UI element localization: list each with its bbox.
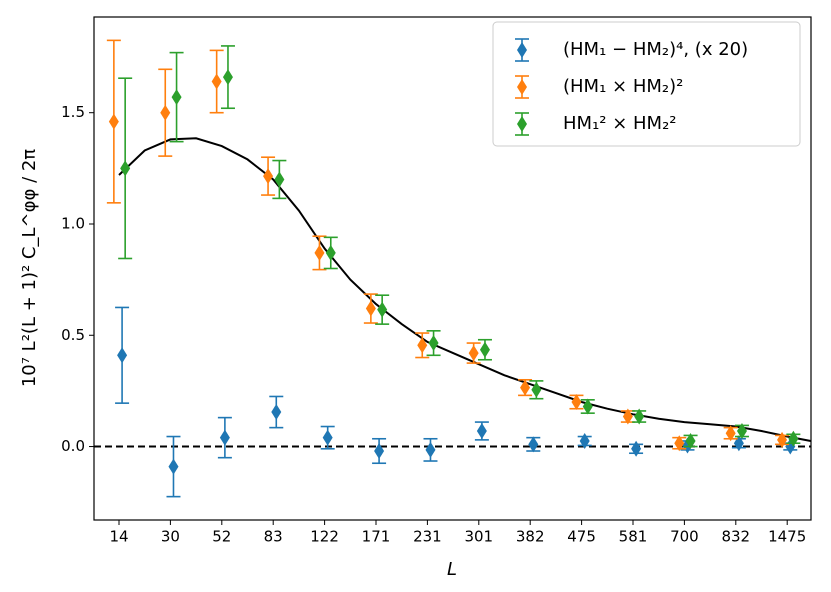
x-tick-label: 475 xyxy=(567,528,596,546)
data-point xyxy=(528,436,539,453)
data-point xyxy=(531,381,542,398)
y-tick-label: 0.5 xyxy=(61,326,85,344)
data-point xyxy=(788,430,799,447)
data-point xyxy=(117,347,128,364)
data-point xyxy=(365,300,376,317)
x-tick-label: 122 xyxy=(310,528,339,546)
x-axis-label: L xyxy=(447,559,457,580)
x-tick-label: 30 xyxy=(161,528,180,546)
data-point xyxy=(168,458,179,475)
y-tick-label: 1.5 xyxy=(61,103,85,121)
data-point xyxy=(468,345,479,362)
data-point xyxy=(579,432,590,449)
x-tick-label: 1475 xyxy=(768,528,806,546)
data-point xyxy=(322,429,333,446)
data-point xyxy=(374,443,385,460)
data-point xyxy=(571,394,582,411)
data-point xyxy=(634,408,645,425)
x-tick-label: 382 xyxy=(516,528,545,546)
data-point xyxy=(120,160,131,177)
data-point xyxy=(425,441,436,458)
data-point xyxy=(582,398,593,415)
x-tick-label: 700 xyxy=(670,528,699,546)
data-point xyxy=(263,168,274,185)
data-point xyxy=(685,432,696,449)
data-point xyxy=(476,422,487,439)
legend-label: (HM₁ × HM₂)² xyxy=(563,76,683,97)
data-point xyxy=(160,104,171,121)
data-point xyxy=(520,379,531,396)
legend-marker xyxy=(517,79,527,95)
data-point xyxy=(171,89,182,106)
y-tick-label: 0.0 xyxy=(61,437,85,455)
legend-marker xyxy=(517,42,527,58)
legend-label: (HM₁ − HM₂)⁴, (x 20) xyxy=(563,39,748,60)
data-point xyxy=(314,244,325,261)
x-tick-label: 83 xyxy=(264,528,283,546)
data-point xyxy=(736,422,747,439)
legend-box xyxy=(492,21,801,147)
data-point xyxy=(271,404,282,421)
legend-marker xyxy=(517,116,527,132)
y-tick-label: 1.0 xyxy=(61,214,85,232)
data-point xyxy=(417,337,428,354)
x-tick-label: 52 xyxy=(212,528,231,546)
x-tick-label: 14 xyxy=(109,528,128,546)
x-tick-label: 301 xyxy=(464,528,493,546)
x-tick-label: 581 xyxy=(619,528,648,546)
plot-frame xyxy=(93,16,812,521)
data-point xyxy=(211,73,222,90)
data-point xyxy=(674,435,685,452)
data-point xyxy=(219,429,230,446)
data-point xyxy=(725,425,736,442)
data-point xyxy=(428,335,439,352)
y-axis-label: 10⁷ L²(L + 1)² C_L^φφ / 2π xyxy=(19,149,40,387)
data-point xyxy=(377,301,388,318)
data-point xyxy=(274,171,285,188)
x-tick-label: 171 xyxy=(362,528,391,546)
data-point xyxy=(222,69,233,86)
data-point xyxy=(108,113,119,130)
data-point xyxy=(777,431,788,448)
x-tick-label: 832 xyxy=(721,528,750,546)
data-point xyxy=(325,244,336,261)
x-tick-label: 231 xyxy=(413,528,442,546)
data-point xyxy=(479,341,490,358)
legend-label: HM₁² × HM₂² xyxy=(563,113,677,134)
data-point xyxy=(622,408,633,425)
data-point xyxy=(631,440,642,457)
theory-curve xyxy=(118,137,811,442)
